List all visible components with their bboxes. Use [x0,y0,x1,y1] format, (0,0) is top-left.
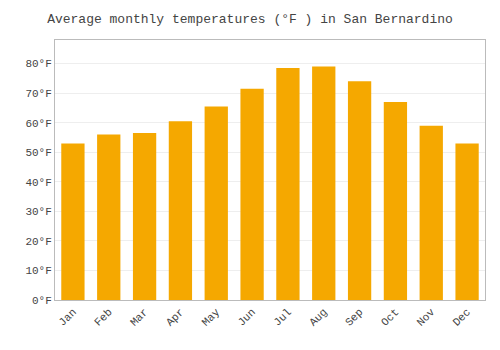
svg-text:Jun: Jun [236,306,258,328]
svg-text:10°F: 10°F [25,265,51,277]
svg-text:Average monthly temperatures (: Average monthly temperatures (°F ) in Sa… [47,12,453,27]
svg-text:20°F: 20°F [25,236,51,248]
svg-text:40°F: 40°F [25,177,51,189]
svg-text:30°F: 30°F [25,206,51,218]
svg-text:60°F: 60°F [25,118,51,130]
svg-text:Apr: Apr [164,306,186,328]
svg-text:Jul: Jul [271,306,293,328]
svg-text:May: May [200,306,223,329]
svg-text:Dec: Dec [451,306,473,328]
svg-text:Sep: Sep [343,306,365,328]
svg-text:50°F: 50°F [25,147,51,159]
svg-text:Feb: Feb [92,306,114,328]
svg-text:Aug: Aug [307,306,329,328]
svg-text:Oct: Oct [379,306,401,328]
svg-text:Mar: Mar [128,306,150,328]
svg-text:0°F: 0°F [32,295,52,307]
svg-text:70°F: 70°F [25,88,51,100]
svg-text:Jan: Jan [56,306,78,328]
svg-text:Nov: Nov [415,306,438,329]
svg-text:80°F: 80°F [25,58,51,70]
